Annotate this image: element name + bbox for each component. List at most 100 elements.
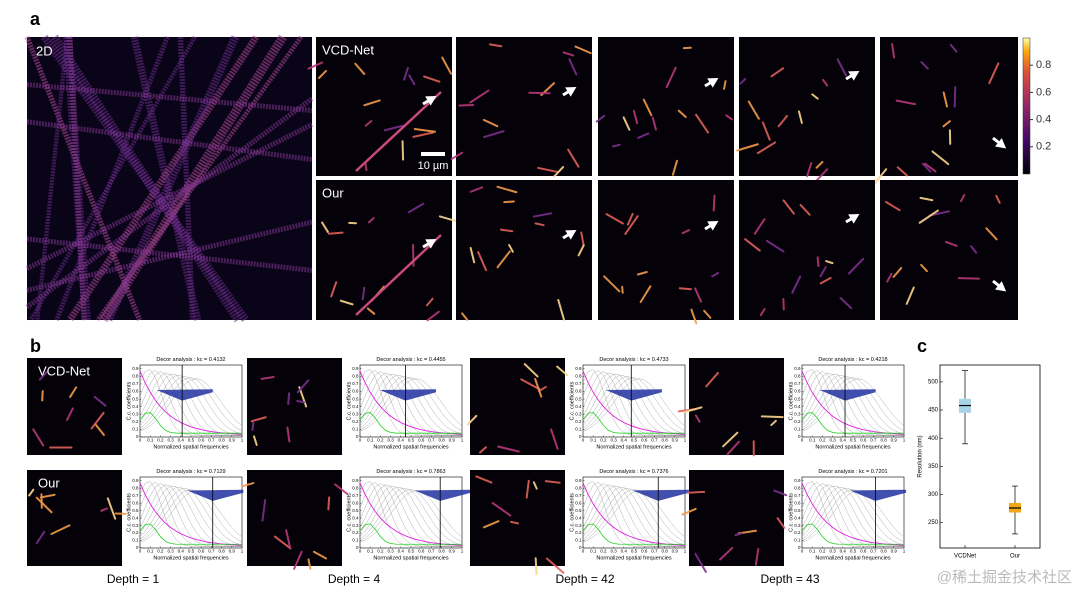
streak (525, 479, 530, 499)
streak (534, 222, 545, 227)
streak (681, 229, 691, 235)
x-tick-label: 0.4 (621, 438, 628, 443)
y-tick-label: 0.6 (575, 500, 582, 505)
streak (694, 552, 707, 573)
streak (545, 557, 565, 574)
x-tick-label: 0 (359, 549, 362, 554)
x-tick-label: 0.8 (438, 438, 445, 443)
x-tick-label: 0.5 (188, 438, 195, 443)
streak (639, 285, 652, 304)
decor-curve (359, 489, 463, 543)
streak (469, 89, 490, 104)
plot-title-text: Decor analysis : kc = (599, 469, 650, 475)
y-tick-label: 0.5 (132, 396, 139, 401)
streak (621, 285, 624, 294)
x-tick-label: 0.7 (428, 549, 435, 554)
streak (408, 74, 416, 86)
image-background (456, 180, 592, 320)
decor-curve (139, 372, 243, 436)
decor-curve (359, 371, 462, 436)
x-tick-label: 0.6 (860, 549, 867, 554)
streak (286, 426, 291, 443)
plot-title: Decor analysis : kc = 0.7376 (599, 469, 668, 475)
x-tick-label: 0.1 (809, 549, 816, 554)
y-tick-label: 0.8 (794, 374, 801, 379)
x-tick-label: 1 (684, 438, 687, 443)
y-tick-label: 0.1 (794, 427, 801, 432)
image-background (27, 470, 122, 566)
streak (412, 131, 435, 138)
streak (695, 113, 710, 134)
y-tick-label: 0.2 (132, 419, 139, 424)
y-tick-label: 0.3 (794, 411, 801, 416)
x-tick-label: 0.2 (377, 438, 384, 443)
x-tick-label: VCDNet (954, 554, 976, 560)
depth-label: Depth = 43 (760, 572, 819, 586)
streak (819, 276, 832, 285)
x-tick-label: 0.7 (651, 438, 658, 443)
image-background (247, 358, 342, 455)
streak (450, 151, 464, 160)
y-tick-label: 0.6 (132, 500, 139, 505)
streak (595, 114, 606, 123)
streak (624, 215, 639, 235)
streak (920, 61, 929, 70)
streak (469, 246, 476, 264)
streak (32, 428, 45, 447)
x-tick-label: 0.1 (590, 549, 597, 554)
x-axis-label: Normalized spatial frequencies (815, 444, 890, 450)
y-tick-label: 0.2 (794, 530, 801, 535)
decor-hatch (379, 389, 437, 401)
streak (684, 406, 703, 413)
y-tick-label: 0.2 (794, 419, 801, 424)
y-tick-label: 0.4 (794, 404, 801, 409)
streak (886, 272, 893, 283)
streak (384, 124, 404, 132)
streak (307, 558, 312, 570)
x-tick-label: 0.1 (367, 438, 374, 443)
image (456, 180, 592, 321)
fiber (29, 35, 197, 322)
image (872, 37, 1018, 186)
x-tick-label: 0.4 (621, 549, 628, 554)
decor-curve (359, 483, 462, 547)
x-tick-label: 0.5 (850, 438, 857, 443)
streak (532, 212, 553, 218)
x-tick-label: 1 (461, 549, 464, 554)
streak (995, 194, 1001, 204)
plot-background (801, 364, 905, 438)
decor-curve (582, 371, 685, 436)
image (736, 37, 875, 182)
streak (719, 546, 734, 561)
streak (307, 61, 324, 70)
arrow-head (848, 213, 860, 224)
streak (885, 201, 901, 212)
decor-curve (139, 483, 242, 547)
y-tick-label: 0.4 (794, 515, 801, 520)
streak (251, 421, 255, 432)
x-tick-label: 0.7 (870, 549, 877, 554)
y-tick-label: 0.6 (352, 389, 359, 394)
decor-curve (801, 375, 905, 436)
streak (892, 266, 903, 278)
x-tick-label: 0 (139, 438, 142, 443)
y-tick-label: 0.1 (352, 427, 359, 432)
streak (686, 490, 706, 494)
kc-value: 0.7129 (209, 469, 226, 475)
x-tick-label: 0.7 (870, 438, 877, 443)
streak (557, 298, 566, 321)
streak (671, 159, 679, 176)
x-tick-label: 0.5 (631, 549, 638, 554)
streak (891, 43, 896, 59)
decor-curve (801, 487, 905, 547)
streak (425, 297, 434, 307)
streak (483, 130, 505, 139)
y-tick-label: 0.2 (575, 530, 582, 535)
streak (321, 221, 329, 233)
streak (694, 414, 701, 423)
x-axis-label: Normalized spatial frequencies (815, 555, 890, 561)
arrow-head (995, 281, 1007, 292)
streak (35, 530, 46, 544)
plot-background (582, 364, 686, 438)
streak (896, 166, 908, 177)
